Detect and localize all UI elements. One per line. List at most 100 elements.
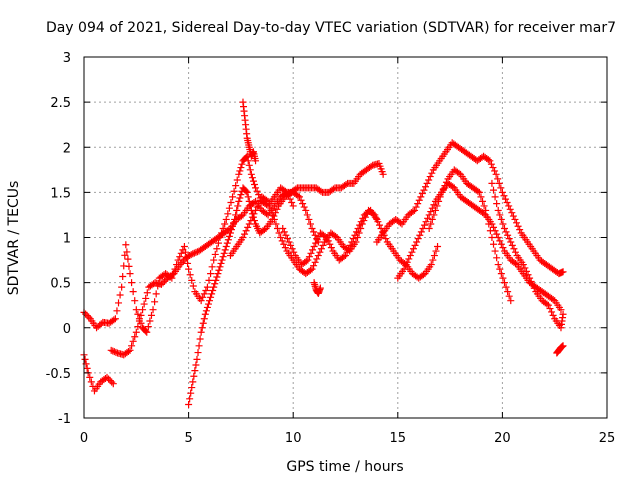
series-track-k	[425, 166, 515, 305]
data-point	[496, 211, 504, 219]
data-point	[227, 226, 235, 234]
data-point	[500, 192, 508, 200]
data-point	[146, 317, 154, 325]
data-point	[508, 209, 516, 217]
data-point	[159, 279, 167, 287]
data-point	[116, 291, 124, 299]
data-point	[118, 283, 126, 291]
data-point	[493, 200, 501, 208]
data-point	[124, 347, 132, 355]
data-point	[487, 160, 495, 168]
data-point	[125, 262, 133, 270]
data-point	[252, 206, 260, 214]
data-point	[419, 271, 427, 279]
data-point	[449, 183, 457, 191]
axis-ticks: 0 5 10 15 20 25 -1 -0.5 0 0.5 1 1.5 2 2.5 3	[46, 51, 616, 446]
data-point	[220, 249, 228, 257]
data-point	[189, 378, 197, 386]
data-point	[491, 193, 499, 201]
data-point	[189, 282, 197, 290]
data-point	[222, 215, 230, 223]
x-tick-label: 5	[184, 431, 192, 446]
data-point	[507, 238, 515, 246]
data-point	[161, 277, 169, 285]
data-point	[214, 270, 222, 278]
data-point	[187, 251, 195, 259]
data-point	[190, 249, 198, 257]
data-point	[526, 274, 534, 282]
data-point	[288, 199, 296, 207]
data-point	[188, 384, 196, 392]
data-point	[112, 348, 120, 356]
data-point	[317, 245, 325, 253]
data-point	[432, 247, 440, 255]
data-point	[506, 205, 514, 213]
data-point	[549, 311, 557, 319]
data-point	[211, 250, 219, 258]
data-point	[307, 249, 315, 257]
y-tick-label: 2	[63, 141, 71, 156]
data-point	[246, 202, 254, 210]
data-point	[97, 320, 105, 328]
y-tick-label: -0.5	[46, 367, 71, 382]
data-point	[263, 210, 271, 218]
data-point	[185, 265, 193, 273]
data-point	[428, 169, 436, 177]
data-point	[493, 254, 501, 262]
data-point	[233, 206, 241, 214]
data-point	[430, 252, 438, 260]
series-track-m	[553, 342, 567, 357]
data-point	[140, 300, 148, 308]
data-point	[203, 303, 211, 311]
data-point	[491, 167, 499, 175]
data-point	[313, 236, 321, 244]
data-point	[202, 307, 210, 315]
data-point	[176, 253, 184, 261]
data-point	[168, 271, 176, 279]
data-point	[269, 211, 277, 219]
data-point	[131, 297, 139, 305]
data-point	[200, 290, 208, 298]
data-point	[375, 221, 383, 229]
data-point	[434, 243, 442, 251]
data-point	[494, 175, 502, 183]
data-point	[365, 208, 373, 216]
data-point	[495, 179, 503, 187]
data-point	[208, 263, 216, 271]
data-point	[82, 310, 90, 318]
x-tick-label: 0	[80, 431, 88, 446]
data-point	[326, 240, 334, 248]
data-point	[143, 328, 151, 336]
data-point	[500, 224, 508, 232]
data-point	[497, 184, 505, 192]
data-point	[238, 160, 246, 168]
data-point	[231, 215, 239, 223]
data-point	[311, 258, 319, 266]
data-point	[503, 199, 511, 207]
data-point	[480, 210, 488, 218]
data-point	[247, 170, 255, 178]
data-point	[109, 380, 117, 388]
data-point	[483, 213, 491, 221]
data-point	[236, 167, 244, 175]
data-point	[428, 215, 436, 223]
data-point	[83, 364, 91, 372]
data-point	[352, 228, 360, 236]
data-point	[500, 279, 508, 287]
data-point	[109, 347, 117, 355]
data-point	[287, 241, 295, 249]
series-track-g	[279, 206, 381, 269]
data-point	[499, 244, 507, 252]
data-point	[418, 190, 426, 198]
data-point	[323, 234, 331, 241]
data-point	[475, 188, 483, 196]
data-point	[557, 306, 565, 314]
data-point	[235, 197, 243, 205]
data-point	[237, 164, 245, 172]
data-point	[367, 162, 375, 170]
data-point	[188, 276, 196, 284]
data-point	[212, 276, 220, 284]
data-point	[514, 222, 522, 230]
y-tick-label: 1	[63, 232, 71, 247]
